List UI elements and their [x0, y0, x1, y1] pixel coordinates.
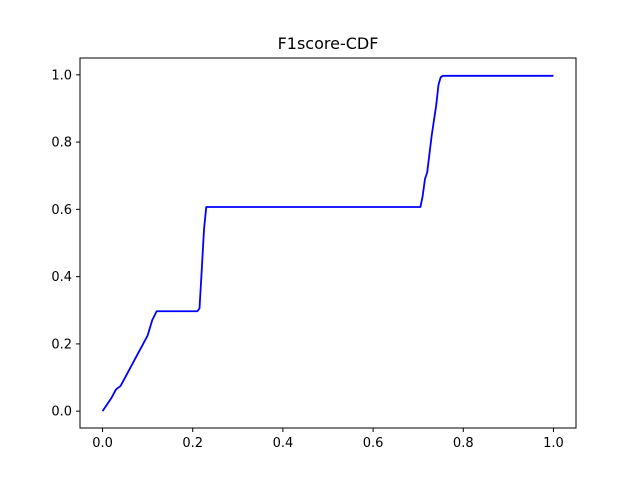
- y-tick-label: 0.4: [51, 270, 72, 285]
- series-line-0: [101, 74, 554, 412]
- axis-ticks: 0.0 0.2 0.4 0.6 0.8 1.0 0.0 0.2 0.4 0.6 0.8 1.0: [51, 68, 563, 451]
- x-tick-label: 0.2: [182, 436, 203, 451]
- axes-frame: [79, 57, 577, 429]
- x-tick-label: 0.6: [363, 436, 384, 451]
- x-tick-label: 0.4: [273, 436, 294, 451]
- y-tick-label: 0.2: [51, 337, 72, 352]
- x-tick-label: 0.0: [92, 436, 113, 451]
- y-tick-label: 0.6: [51, 203, 72, 218]
- x-tick-label: 0.8: [453, 436, 474, 451]
- y-tick-label: 0.8: [51, 136, 72, 151]
- x-tick-label: 1.0: [543, 436, 564, 451]
- chart-title: F1score-CDF: [278, 34, 379, 53]
- plot-area: [101, 74, 554, 412]
- y-tick-label: 1.0: [51, 68, 72, 83]
- y-tick-label: 0.0: [51, 405, 72, 420]
